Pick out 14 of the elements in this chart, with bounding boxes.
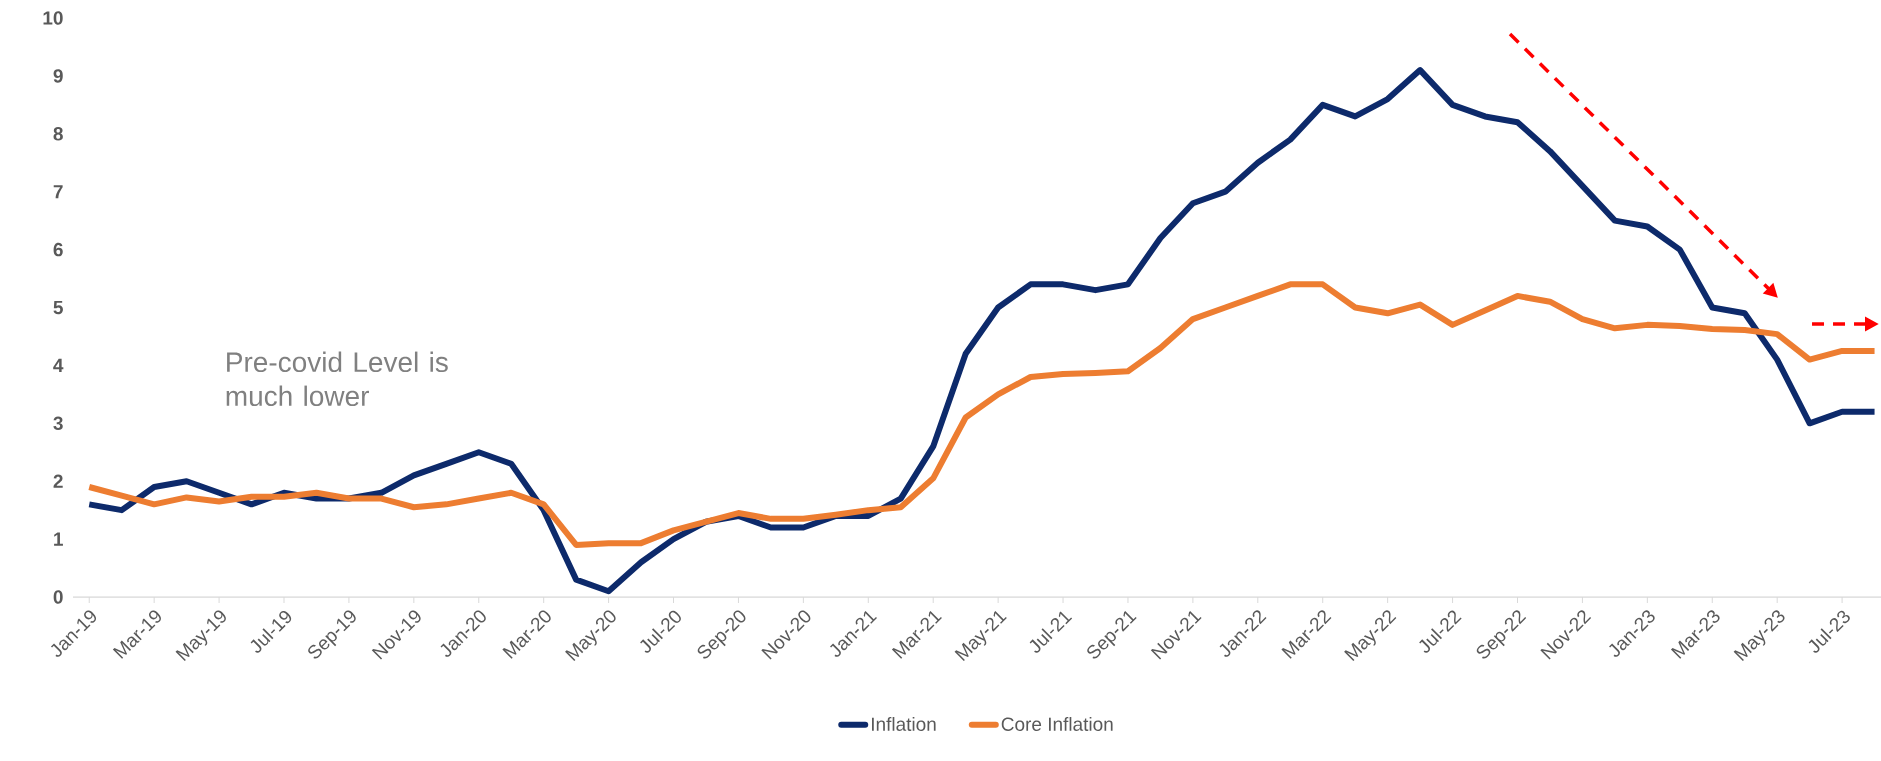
- y-tick-label: 3: [53, 416, 63, 431]
- y-tick-label: 6: [53, 242, 63, 257]
- y-tick-label: 2: [53, 474, 63, 488]
- legend-label: Core Inflation: [1001, 717, 1113, 731]
- y-tick-label: 10: [43, 11, 63, 25]
- y-tick-label: 7: [53, 185, 63, 199]
- y-tick-label: 0: [53, 590, 63, 604]
- legend-label: Inflation: [872, 717, 936, 731]
- y-tick-label: 1: [54, 532, 63, 546]
- y-tick-label: 4: [53, 358, 64, 372]
- y-tick-label: 9: [53, 69, 63, 83]
- annotation: Pre-covid Level is much lower: [226, 351, 448, 407]
- y-tick-label: 8: [53, 127, 63, 141]
- y-tick-label: 5: [53, 300, 63, 315]
